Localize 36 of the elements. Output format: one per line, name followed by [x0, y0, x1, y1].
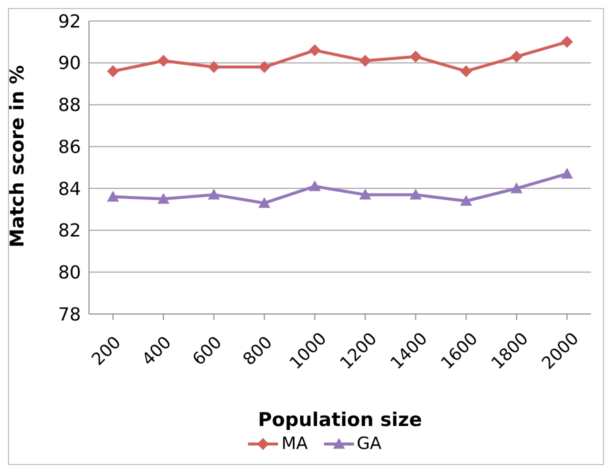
- legend-label: MA: [280, 434, 308, 454]
- y-tick-label: 90: [58, 53, 81, 74]
- point: [308, 44, 321, 56]
- point: [107, 190, 119, 202]
- point: [157, 54, 170, 67]
- point: [208, 61, 220, 74]
- point: [561, 36, 573, 48]
- x-tick-label: 600: [188, 332, 226, 370]
- y-axis-title: Match score in %: [6, 65, 29, 248]
- point: [308, 180, 321, 192]
- x-tick-label: 800: [239, 332, 277, 370]
- y-tick-label: 88: [58, 95, 81, 116]
- y-tick-label: 78: [58, 304, 81, 326]
- x-axis-title: Population size: [258, 409, 422, 431]
- y-tick-label: 92: [58, 11, 81, 32]
- point: [107, 65, 119, 78]
- point: [359, 54, 372, 67]
- point: [208, 188, 220, 200]
- point: [410, 188, 422, 200]
- point: [359, 188, 372, 200]
- point: [510, 182, 523, 194]
- point: [460, 194, 472, 206]
- legend-label: GA: [356, 434, 382, 454]
- x-tick-label: 200: [88, 332, 126, 370]
- y-tick-label: 82: [58, 220, 81, 242]
- x-tick-label: 400: [138, 332, 176, 370]
- point: [460, 65, 472, 78]
- point: [510, 50, 523, 63]
- point: [258, 61, 270, 74]
- point: [410, 50, 422, 63]
- y-tick-label: 80: [58, 262, 81, 284]
- point: [157, 192, 170, 204]
- point: [561, 168, 573, 179]
- point: [258, 197, 270, 208]
- y-tick-label: 86: [58, 136, 81, 158]
- y-tick-label: 84: [58, 178, 81, 200]
